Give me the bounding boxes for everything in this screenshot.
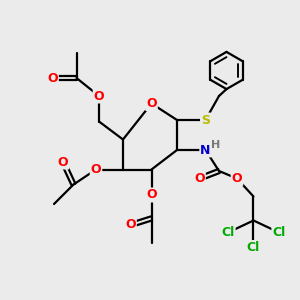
Text: O: O: [58, 155, 68, 169]
Text: H: H: [212, 140, 220, 151]
Text: Cl: Cl: [221, 226, 235, 239]
Text: O: O: [232, 172, 242, 185]
Text: O: O: [125, 218, 136, 232]
Text: S: S: [201, 113, 210, 127]
Text: Cl: Cl: [247, 241, 260, 254]
Text: O: O: [91, 163, 101, 176]
Text: N: N: [200, 143, 211, 157]
Text: Cl: Cl: [272, 226, 286, 239]
Text: O: O: [94, 89, 104, 103]
Text: O: O: [47, 71, 58, 85]
Text: O: O: [194, 172, 205, 185]
Text: O: O: [146, 188, 157, 202]
Text: O: O: [146, 97, 157, 110]
